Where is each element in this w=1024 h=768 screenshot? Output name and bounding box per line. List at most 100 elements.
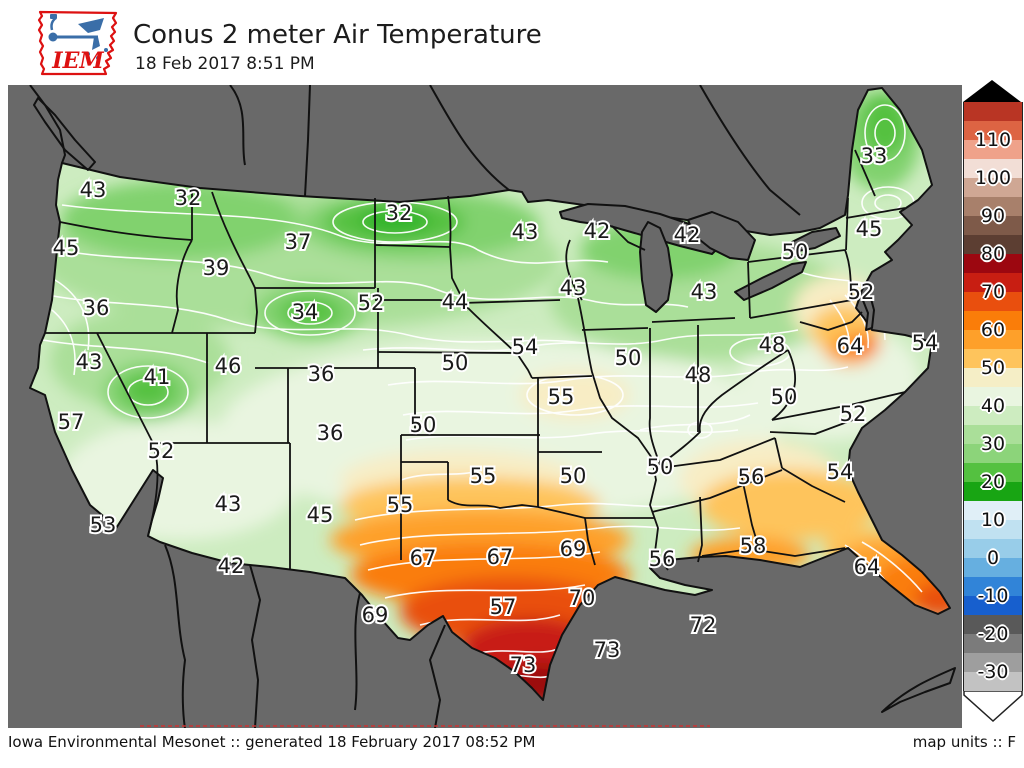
map-temp-label: 43 — [215, 492, 242, 516]
map-temp-label: 55 — [470, 464, 497, 488]
colorbar-tick-label: 50 — [980, 357, 1006, 379]
map-temp-label: 41 — [144, 365, 171, 389]
map-temp-label: 55 — [548, 385, 575, 409]
map-temp-label: 69 — [560, 537, 587, 561]
foreign-coastlines — [29, 85, 956, 728]
colorbar-band — [964, 501, 1022, 520]
map-temp-label: 34 — [292, 300, 319, 324]
map-temp-label: 44 — [442, 290, 469, 314]
map-temp-label: 32 — [386, 201, 413, 225]
map-temp-label: 36 — [317, 421, 344, 445]
map-temp-label: 50 — [615, 346, 642, 370]
us-outline — [29, 87, 951, 701]
map-temp-label: 43 — [691, 280, 718, 304]
colorbar-band — [964, 634, 1022, 653]
map-temp-label: 46 — [215, 354, 242, 378]
colorbar-band — [964, 273, 1022, 292]
colorbar-tick-label: 80 — [980, 243, 1006, 265]
colorbar-tick-label: 60 — [980, 319, 1006, 341]
map-temp-label: 43 — [80, 178, 107, 202]
colorbar-band — [964, 102, 1022, 121]
mexico-river-3 — [354, 592, 361, 711]
map-temp-label: 43 — [76, 350, 103, 374]
map-temp-label: 48 — [759, 333, 786, 357]
colorbar-band — [964, 444, 1022, 463]
colorbar-tick-label: -10 — [977, 585, 1009, 607]
colorbar-band — [964, 596, 1022, 615]
colorbar-band — [964, 368, 1022, 387]
map-datetime: 18 Feb 2017 8:51 PM — [135, 54, 315, 74]
map-temp-label: 36 — [83, 296, 110, 320]
map-temp-label: 32 — [175, 186, 202, 210]
colorbar-tick-label: 40 — [980, 395, 1006, 417]
colorbar-band — [964, 615, 1022, 634]
map-temp-label: 43 — [560, 276, 587, 300]
colorbar-band — [964, 330, 1022, 349]
map-temp-label: 53 — [90, 513, 117, 537]
colorbar-band — [964, 349, 1022, 368]
map-temp-label: 54 — [512, 335, 539, 359]
map-temp-label: 67 — [487, 545, 514, 569]
map-temp-label: 52 — [358, 291, 385, 315]
lake-superior — [559, 203, 723, 255]
map-temp-label: 57 — [58, 410, 85, 434]
bc-coast — [29, 85, 66, 164]
colorbar-tick-label: 90 — [980, 205, 1006, 227]
colorbar-tick-label: 100 — [974, 167, 1012, 189]
map-temp-label: 52 — [848, 280, 875, 304]
map-temp-label: 69 — [362, 603, 389, 627]
colorbar-band — [964, 520, 1022, 539]
map-temp-label: 42 — [218, 554, 245, 578]
colorbar-tick-label: 0 — [986, 547, 1000, 569]
map-temp-label: 54 — [912, 331, 939, 355]
map-temp-label: 33 — [861, 144, 888, 168]
logo-text: IEM — [51, 48, 104, 74]
colorbar-band — [964, 292, 1022, 311]
colorbar-tick-label: 30 — [980, 433, 1006, 455]
lake-ontario — [787, 227, 841, 253]
chesapeake-bay — [861, 294, 875, 331]
colorbar-band — [964, 178, 1022, 197]
map-temp-label: 70 — [569, 586, 596, 610]
map-temp-label: 43 — [512, 220, 539, 244]
map-temp-label: 48 — [685, 363, 712, 387]
colorbar-band — [964, 387, 1022, 406]
colorbar-band — [964, 216, 1022, 235]
colorbar-band — [964, 653, 1022, 672]
mexico-river-4 — [429, 624, 446, 728]
colorbar-band — [964, 482, 1022, 501]
great-lakes — [559, 203, 875, 331]
lake-michigan — [639, 221, 673, 313]
colorbar-band — [964, 235, 1022, 254]
colorbar-band — [964, 254, 1022, 273]
colorbar-tick-label: 110 — [974, 129, 1012, 151]
colorbar-band — [964, 140, 1022, 159]
iem-logo: IEM — [37, 10, 118, 76]
colorbar-band — [964, 425, 1022, 444]
map-temp-label: 45 — [53, 236, 80, 260]
colorbar-band — [964, 672, 1022, 691]
colorbar-tick-label: 20 — [980, 471, 1006, 493]
colorbar-band — [964, 577, 1022, 596]
map-temp-label: 67 — [410, 546, 437, 570]
colorbar-band — [964, 558, 1022, 577]
map-temp-label: 50 — [647, 455, 674, 479]
colorbar-bands: 110 100 90 80 70 60 50 40 30 20 10 0 -10 -20 -30 — [963, 102, 1023, 691]
map-temp-label: 39 — [203, 256, 230, 280]
temperature-labels: 43 32 45 37 39 36 34 32 52 44 43 42 42 43 43 33 45 50 52 43… — [51, 142, 941, 679]
map-temp-label: 56 — [738, 465, 765, 489]
weather-vane-icon — [48, 14, 108, 60]
map-temp-label: 50 — [442, 351, 469, 375]
map-temp-label: 72 — [690, 613, 717, 637]
map-temp-label: 73 — [594, 638, 621, 662]
colorbar-band — [964, 311, 1022, 330]
map-temp-label: 45 — [307, 503, 334, 527]
map-temp-label: 50 — [560, 464, 587, 488]
footer-credit: Iowa Environmental Mesonet :: generated … — [8, 733, 536, 751]
state-boundaries — [45, 149, 906, 571]
map-temp-label: 50 — [410, 413, 437, 437]
colorbar-band — [964, 406, 1022, 425]
map-temp-label: 42 — [674, 223, 701, 247]
colorbar-arrow-up-icon — [963, 80, 1021, 102]
